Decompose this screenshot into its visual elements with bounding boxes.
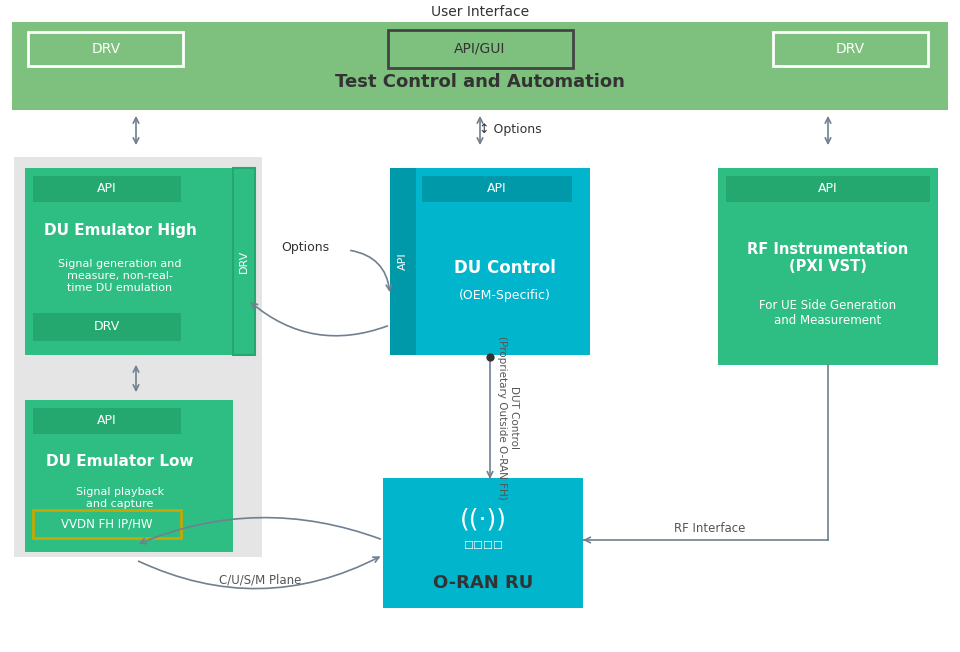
- Bar: [33, 408, 181, 434]
- Text: Test Control and Automation: Test Control and Automation: [335, 73, 625, 91]
- Text: C/U/S/M Plane: C/U/S/M Plane: [219, 574, 301, 587]
- Text: DU Control: DU Control: [454, 259, 556, 277]
- Bar: [390, 168, 590, 355]
- Text: VVDN FH IP/HW: VVDN FH IP/HW: [61, 518, 153, 531]
- Text: DU Emulator Low: DU Emulator Low: [46, 454, 194, 469]
- Bar: [12, 22, 948, 110]
- Text: DUT Control
(Proprietary Outside O-RAN FH): DUT Control (Proprietary Outside O-RAN F…: [497, 336, 518, 500]
- Text: (OEM-Specific): (OEM-Specific): [459, 289, 551, 303]
- Text: API: API: [97, 183, 117, 196]
- Bar: [25, 168, 233, 355]
- Text: DU Emulator High: DU Emulator High: [43, 222, 197, 237]
- Text: Signal playback
and capture: Signal playback and capture: [76, 487, 164, 509]
- Bar: [773, 32, 928, 66]
- Text: ☐☐☐☐: ☐☐☐☐: [463, 541, 503, 551]
- Text: Signal generation and
measure, non-real-
time DU emulation: Signal generation and measure, non-real-…: [59, 259, 181, 293]
- Bar: [33, 176, 181, 202]
- Text: API: API: [398, 252, 408, 270]
- Text: User Interface: User Interface: [431, 5, 529, 19]
- Text: For UE Side Generation
and Measurement: For UE Side Generation and Measurement: [759, 299, 897, 327]
- Bar: [388, 30, 573, 68]
- Bar: [33, 313, 181, 341]
- Bar: [14, 157, 262, 557]
- Text: API/GUI: API/GUI: [454, 42, 506, 56]
- Text: ↕ Options: ↕ Options: [479, 123, 541, 136]
- Bar: [33, 510, 181, 538]
- Bar: [726, 176, 930, 202]
- Text: ((·)): ((·)): [460, 508, 507, 532]
- Text: O-RAN RU: O-RAN RU: [433, 574, 533, 592]
- Text: API: API: [97, 415, 117, 428]
- Text: API: API: [487, 183, 507, 196]
- Bar: [422, 176, 572, 202]
- Text: DRV: DRV: [239, 249, 249, 273]
- Bar: [233, 168, 255, 355]
- Text: RF Instrumentation
(PXI VST): RF Instrumentation (PXI VST): [748, 242, 908, 274]
- Bar: [718, 168, 938, 365]
- Text: DRV: DRV: [835, 42, 865, 56]
- Text: DRV: DRV: [91, 42, 121, 56]
- Text: Options: Options: [281, 241, 329, 254]
- Bar: [25, 400, 233, 552]
- Text: DRV: DRV: [94, 321, 120, 334]
- Text: API: API: [818, 183, 838, 196]
- Bar: [383, 478, 583, 608]
- Bar: [28, 32, 183, 66]
- Bar: [390, 168, 416, 355]
- Text: RF Interface: RF Interface: [674, 522, 746, 535]
